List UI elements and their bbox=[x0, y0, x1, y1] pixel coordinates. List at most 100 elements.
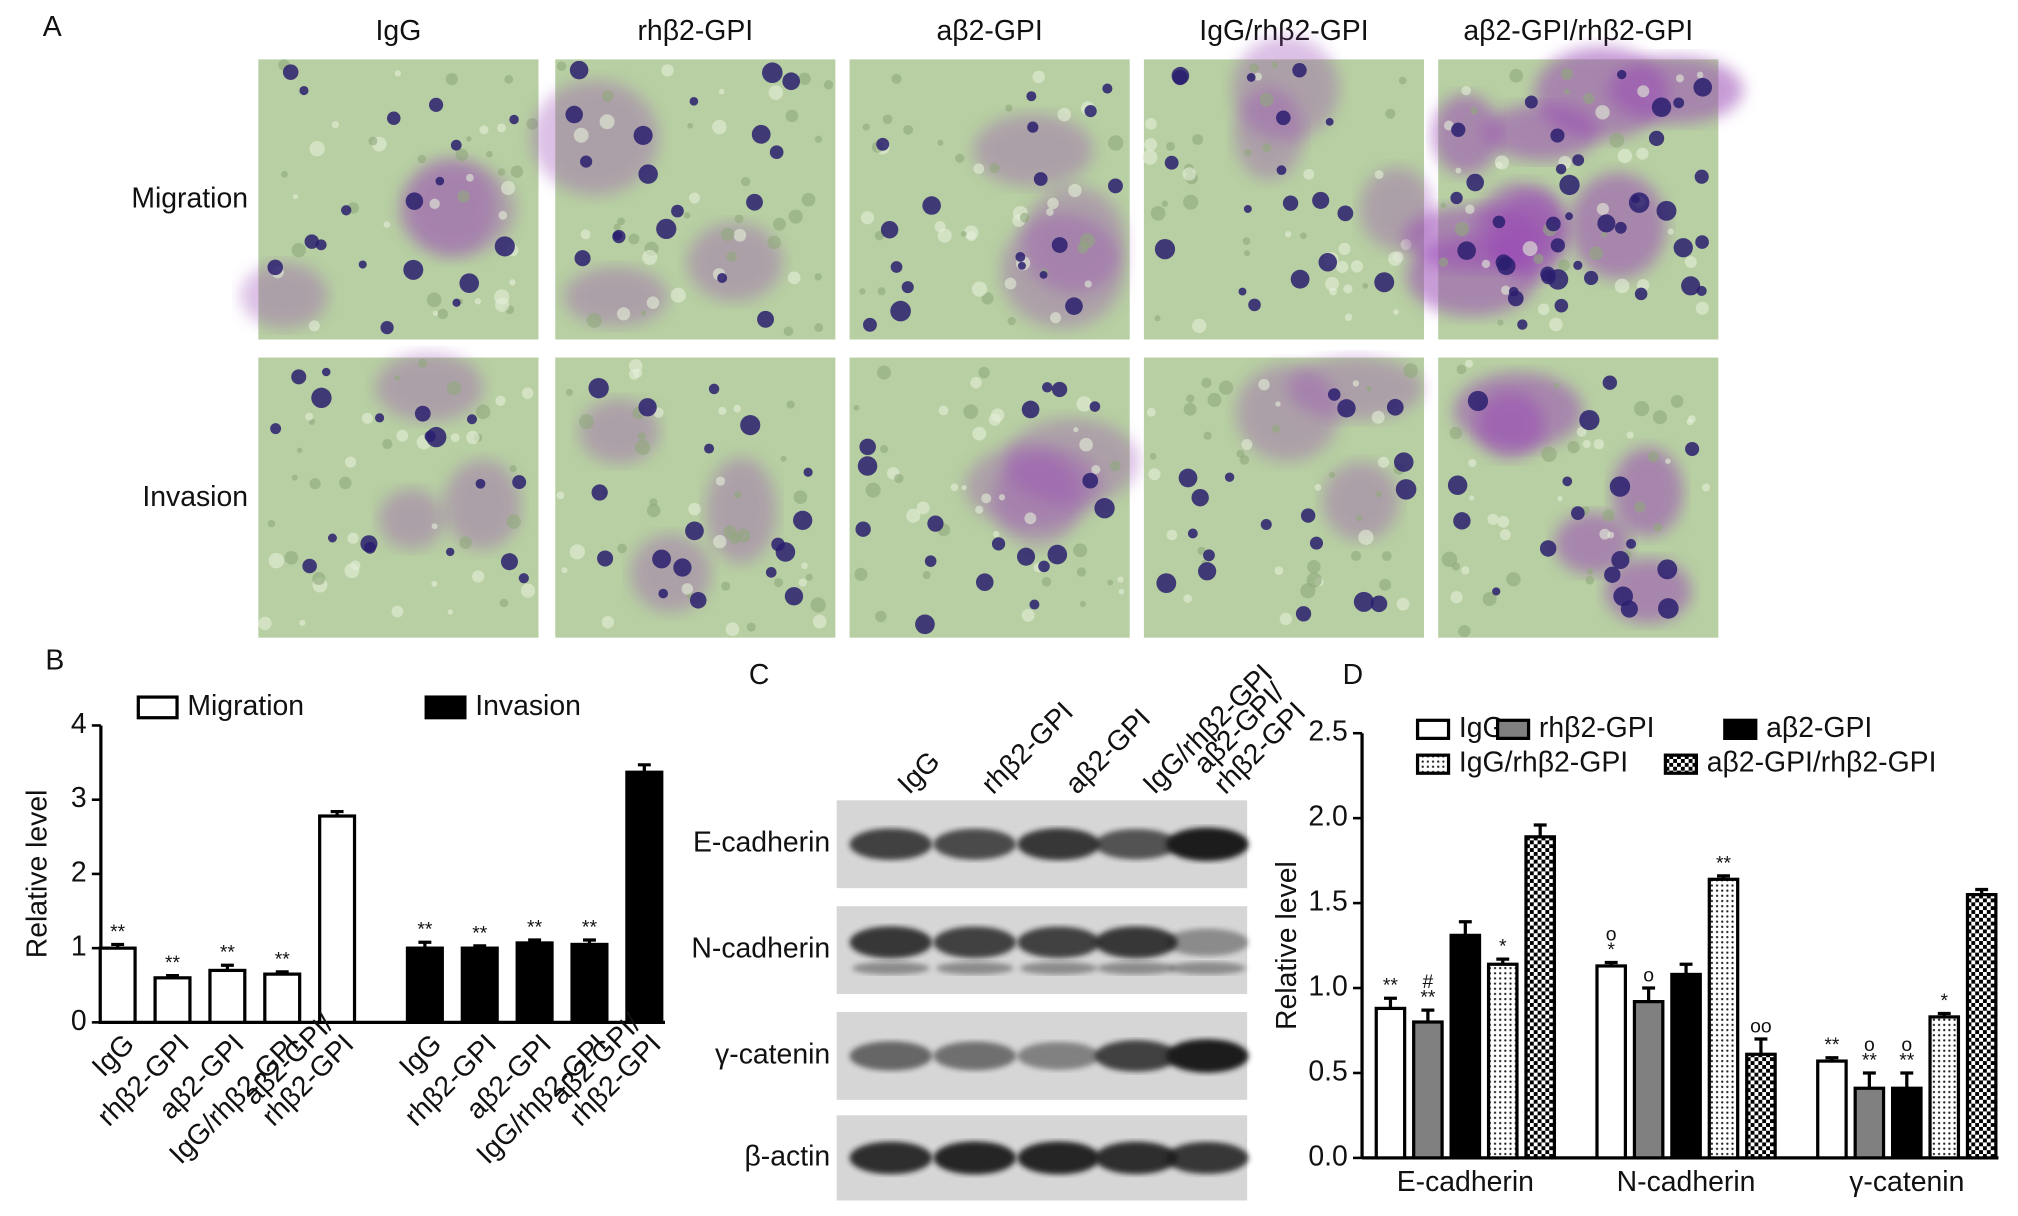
texture-spot bbox=[1647, 451, 1659, 463]
texture-spot bbox=[1338, 242, 1351, 255]
cell bbox=[1546, 216, 1561, 232]
texture-spot bbox=[466, 136, 472, 142]
micrograph-texture bbox=[258, 352, 536, 631]
bar bbox=[1670, 972, 1702, 1160]
band bbox=[1165, 827, 1249, 862]
error-bar bbox=[1421, 1008, 1435, 1023]
cell bbox=[1447, 475, 1468, 496]
band bbox=[1165, 1039, 1249, 1073]
texture-spot bbox=[1653, 523, 1663, 532]
cell bbox=[673, 558, 692, 577]
texture-spot bbox=[268, 552, 285, 569]
cell bbox=[1550, 128, 1565, 143]
error-bar bbox=[1679, 962, 1693, 975]
texture-spot bbox=[1262, 143, 1272, 153]
legend-label: rhβ2-GPI bbox=[1539, 712, 1655, 744]
bar bbox=[1890, 1086, 1923, 1160]
texture-spot bbox=[1117, 576, 1124, 583]
texture-spot bbox=[426, 292, 442, 308]
cell bbox=[1172, 69, 1188, 86]
cell bbox=[1102, 83, 1113, 94]
texture-spot bbox=[812, 614, 827, 629]
band bbox=[933, 1041, 1017, 1071]
texture-spot bbox=[1633, 400, 1650, 417]
cell bbox=[1094, 498, 1115, 519]
texture-spot bbox=[998, 494, 1006, 501]
cell bbox=[1573, 260, 1583, 270]
cell bbox=[1156, 573, 1177, 594]
texture-spot bbox=[646, 296, 660, 309]
stain-haze bbox=[687, 222, 783, 302]
texture-spot bbox=[613, 223, 621, 231]
texture-spot bbox=[853, 404, 860, 411]
texture-spot bbox=[466, 430, 480, 445]
bar bbox=[98, 946, 137, 1024]
cell bbox=[1203, 549, 1215, 562]
texture-spot bbox=[586, 312, 602, 328]
error-bar bbox=[1496, 957, 1510, 965]
significance-mark: ** bbox=[1862, 1049, 1878, 1071]
cell bbox=[1187, 528, 1198, 539]
significance-mark: ** bbox=[417, 919, 433, 941]
texture-spot bbox=[733, 404, 741, 413]
cell bbox=[1191, 488, 1209, 507]
error-bar bbox=[111, 942, 125, 949]
cell bbox=[494, 236, 515, 257]
texture-spot bbox=[391, 605, 404, 618]
cell bbox=[922, 196, 941, 215]
texture-spot bbox=[1501, 285, 1511, 295]
texture-spot bbox=[1670, 395, 1684, 408]
cell bbox=[1517, 319, 1528, 330]
cell bbox=[509, 114, 519, 125]
texture-spot bbox=[1557, 259, 1570, 272]
texture-spot bbox=[1274, 566, 1284, 576]
texture-spot bbox=[1145, 118, 1157, 130]
cell bbox=[302, 558, 317, 574]
texture-spot bbox=[1192, 318, 1207, 334]
cell bbox=[327, 533, 337, 543]
texture-spot bbox=[1438, 257, 1449, 267]
texture-spot bbox=[1350, 550, 1362, 561]
cell bbox=[671, 204, 684, 218]
texture-spot bbox=[1166, 529, 1178, 541]
texture-spot bbox=[1385, 108, 1396, 119]
texture-spot bbox=[305, 412, 314, 421]
band bbox=[849, 1041, 933, 1071]
legend-label: aβ2-GPI bbox=[1766, 712, 1872, 744]
texture-spot bbox=[499, 598, 509, 608]
texture-spot bbox=[989, 162, 1000, 174]
bar bbox=[1595, 964, 1628, 1160]
legend-label: aβ2-GPI/rhβ2-GPI bbox=[1707, 747, 1937, 779]
cell bbox=[1467, 390, 1489, 412]
texture-spot bbox=[687, 122, 694, 129]
column-label: IgG bbox=[376, 15, 422, 47]
cell bbox=[880, 221, 899, 239]
cell bbox=[341, 205, 352, 216]
texture-spot bbox=[1465, 204, 1475, 214]
cell bbox=[769, 145, 784, 160]
band bbox=[1094, 828, 1178, 860]
cell bbox=[782, 72, 801, 91]
stain-haze bbox=[444, 459, 521, 550]
cell bbox=[1164, 155, 1179, 170]
texture-spot bbox=[865, 482, 881, 498]
texture-spot bbox=[712, 119, 727, 135]
texture-spot bbox=[1450, 591, 1463, 604]
texture-spot bbox=[1499, 529, 1511, 541]
cell bbox=[1466, 173, 1485, 192]
bar bbox=[1816, 1059, 1848, 1160]
error-bar bbox=[1604, 960, 1618, 966]
texture-spot bbox=[783, 326, 794, 337]
stain-haze bbox=[1322, 461, 1400, 541]
cell bbox=[380, 321, 394, 335]
bar bbox=[318, 814, 357, 1024]
band bbox=[849, 1141, 933, 1175]
texture-spot bbox=[1626, 431, 1634, 439]
cell bbox=[358, 260, 367, 269]
y-tick-label: 2.5 bbox=[1308, 716, 1347, 748]
texture-spot bbox=[961, 485, 967, 491]
cell bbox=[1457, 241, 1476, 260]
cell bbox=[1681, 276, 1701, 296]
